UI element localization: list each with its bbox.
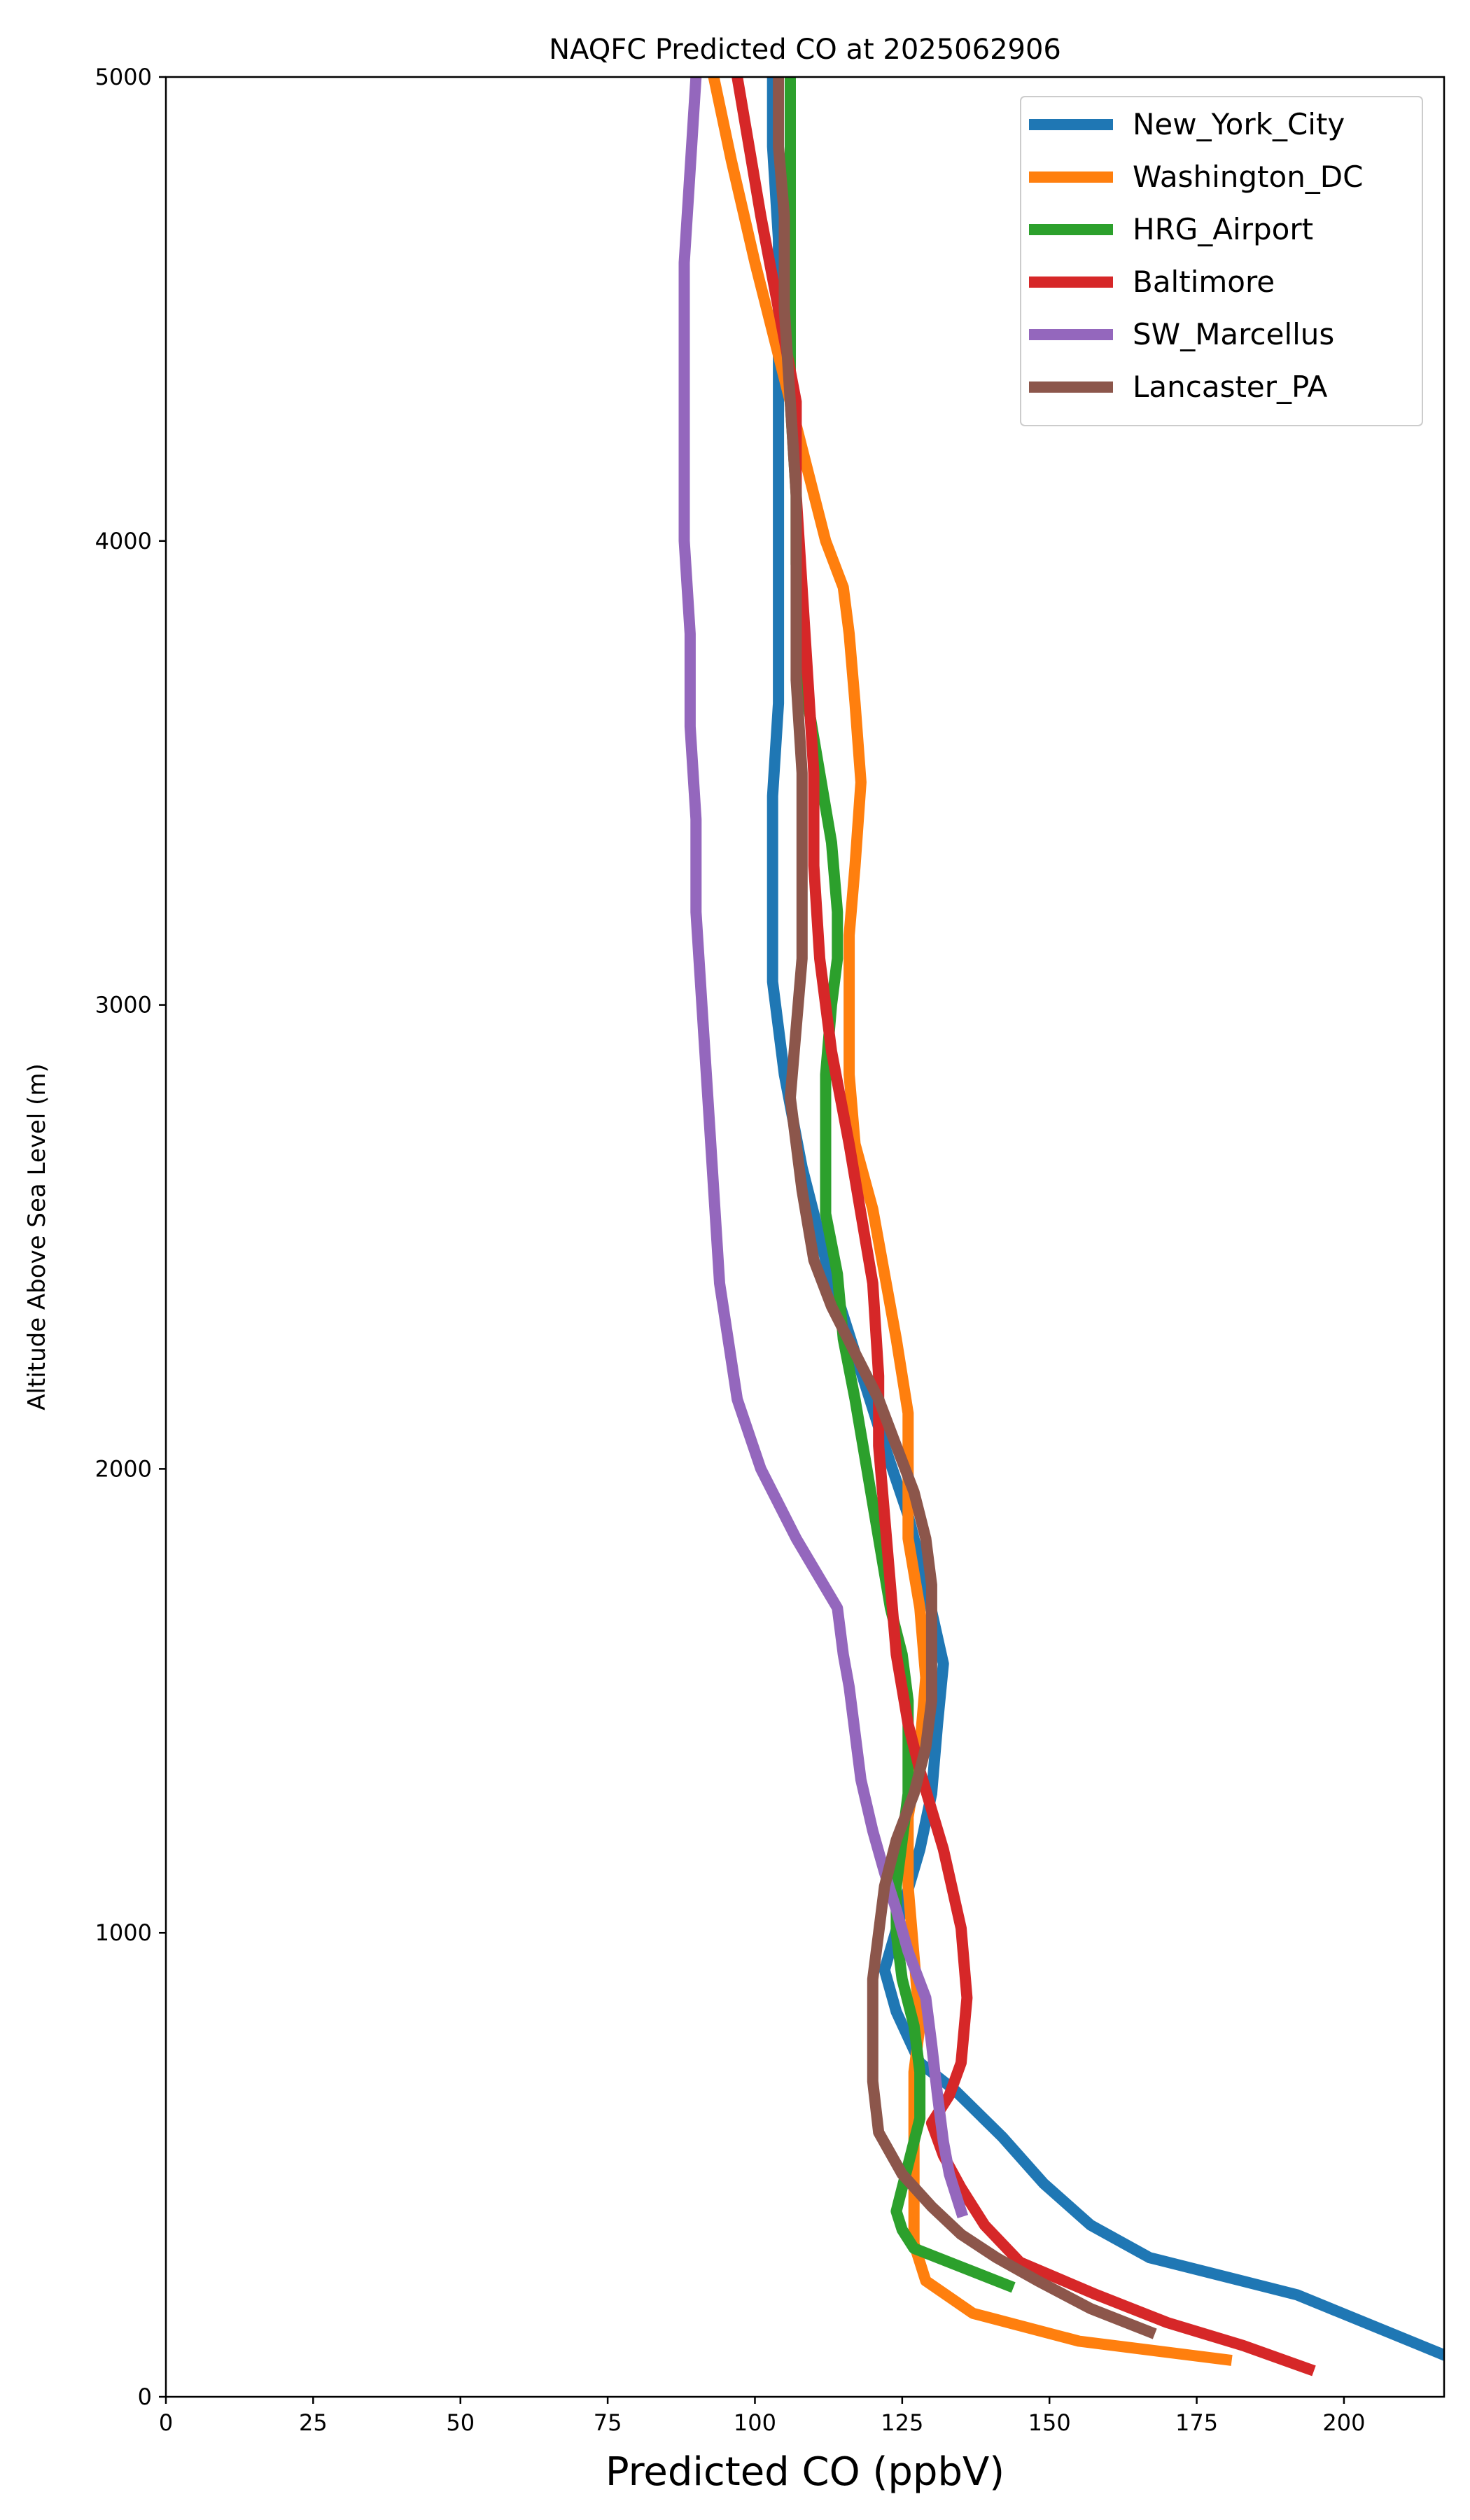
y-tick-label: 3000 bbox=[95, 992, 152, 1018]
series-line-lancaster-pa bbox=[773, 77, 1157, 2339]
legend-entries: New_York_City Washington_DC HRG_Airport Bal… bbox=[1029, 107, 1363, 404]
series-lines bbox=[678, 77, 1444, 2376]
y-axis-ticks: 0 1000 2000 3000 4000 5000 bbox=[95, 64, 166, 2410]
x-tick-label: 75 bbox=[594, 2409, 622, 2436]
y-tick-label: 5000 bbox=[95, 64, 152, 90]
x-tick-label: 25 bbox=[299, 2409, 328, 2436]
legend: New_York_City Washington_DC HRG_Airport Bal… bbox=[1020, 96, 1423, 426]
legend-label: SW_Marcellus bbox=[1133, 317, 1334, 351]
y-axis-label: Altitude Above Sea Level (m) bbox=[23, 1063, 51, 1410]
series-line-sw-marcellus bbox=[678, 77, 969, 2218]
legend-label: HRG_Airport bbox=[1133, 212, 1313, 246]
legend-label: Baltimore bbox=[1133, 265, 1275, 299]
y-tick-label: 2000 bbox=[95, 1455, 152, 1482]
chart-title: NAQFC Predicted CO at 2025062906 bbox=[549, 34, 1061, 66]
x-tick-label: 150 bbox=[1028, 2409, 1071, 2436]
legend-box bbox=[1020, 96, 1423, 426]
x-tick-label: 100 bbox=[734, 2409, 776, 2436]
x-tick-label: 0 bbox=[159, 2409, 173, 2436]
y-tick-label: 0 bbox=[138, 2384, 152, 2410]
x-tick-label: 200 bbox=[1322, 2409, 1365, 2436]
x-tick-label: 175 bbox=[1175, 2409, 1218, 2436]
axes-frame bbox=[164, 76, 1446, 2398]
legend-label: Lancaster_PA bbox=[1133, 370, 1328, 404]
x-tick-label: 125 bbox=[881, 2409, 923, 2436]
x-axis-ticks: 0 25 50 75 100 125 150 175 200 bbox=[159, 2397, 1365, 2436]
x-axis-label: Predicted CO (ppbV) bbox=[606, 2449, 1004, 2495]
y-tick-label: 4000 bbox=[95, 528, 152, 554]
legend-label: Washington_DC bbox=[1133, 160, 1363, 194]
x-tick-label: 50 bbox=[446, 2409, 475, 2436]
y-tick-label: 1000 bbox=[95, 1919, 152, 1946]
legend-label: New_York_City bbox=[1133, 107, 1345, 141]
